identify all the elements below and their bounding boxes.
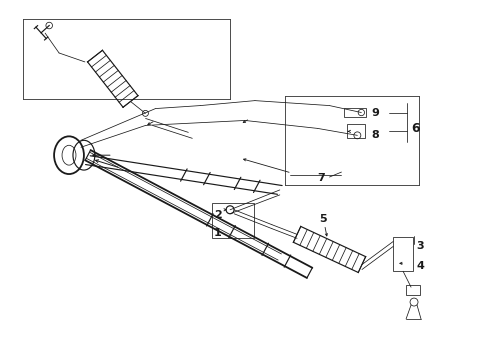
Text: 9: 9 bbox=[371, 108, 379, 118]
Text: 7: 7 bbox=[318, 173, 325, 183]
Bar bbox=[393, 237, 413, 271]
Text: 2: 2 bbox=[214, 210, 222, 220]
Bar bbox=[212, 203, 254, 238]
Text: 3: 3 bbox=[416, 242, 424, 251]
Bar bbox=[406, 285, 420, 295]
Bar bbox=[347, 125, 366, 138]
Bar bbox=[344, 108, 367, 117]
Text: 1: 1 bbox=[214, 228, 222, 238]
Text: 4: 4 bbox=[416, 261, 424, 271]
Text: 5: 5 bbox=[319, 214, 327, 224]
Text: 8: 8 bbox=[371, 130, 379, 140]
Text: 6: 6 bbox=[411, 122, 419, 135]
